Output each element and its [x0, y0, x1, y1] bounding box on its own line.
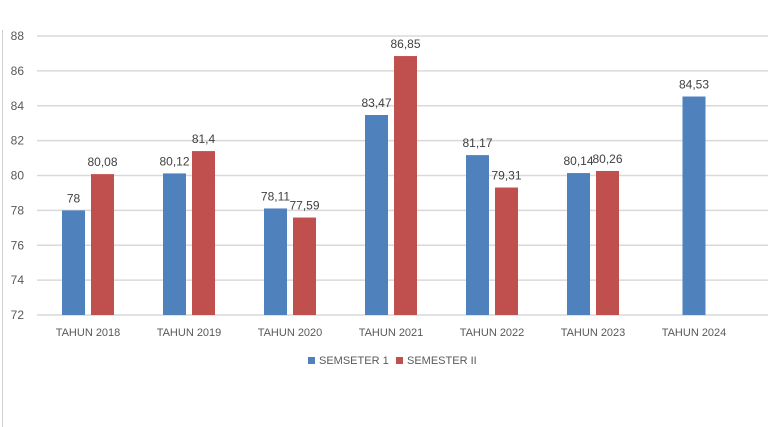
- bar-semester-2: [394, 56, 417, 315]
- legend-swatch: [308, 357, 315, 364]
- chart-frame-border: [2, 30, 3, 427]
- bar-semester-1: [682, 96, 706, 316]
- x-tick-label: TAHUN 2023: [561, 327, 626, 339]
- data-label: 77,59: [289, 199, 319, 213]
- y-tick-label: 74: [11, 273, 25, 287]
- bar-semester-1: [365, 114, 388, 315]
- y-tick-label: 78: [11, 203, 25, 217]
- y-tick-label: 86: [11, 64, 25, 78]
- y-tick-label: 80: [11, 169, 25, 183]
- bar-semester-1: [264, 208, 287, 315]
- data-label: 79,31: [491, 169, 521, 183]
- data-label: 80,12: [159, 154, 189, 168]
- bar-semester-2: [91, 174, 114, 315]
- data-label: 80,26: [592, 152, 622, 166]
- x-tick-label: TAHUN 2022: [460, 327, 525, 339]
- y-tick-label: 82: [11, 134, 25, 148]
- y-tick-label: 84: [11, 99, 25, 113]
- bar-semester-2: [192, 151, 215, 315]
- y-tick-label: 76: [11, 238, 25, 252]
- bar-semester-1: [567, 173, 590, 315]
- y-tick-label: 72: [11, 308, 25, 322]
- legend-swatch: [396, 357, 403, 364]
- bar-semester-2: [495, 187, 518, 315]
- legend-label: SEMSETER 1: [319, 355, 389, 367]
- bar-semester-1: [466, 155, 489, 315]
- data-label: 78: [67, 191, 81, 205]
- data-label: 84,53: [679, 78, 709, 92]
- x-tick-label: TAHUN 2021: [359, 327, 424, 339]
- bar-semester-2: [596, 170, 619, 315]
- x-tick-label: TAHUN 2024: [662, 327, 727, 339]
- bar-semester-2: [293, 217, 316, 315]
- data-label: 81,17: [462, 136, 492, 150]
- data-label: 80,08: [87, 155, 117, 169]
- data-label: 86,85: [390, 37, 420, 51]
- data-label: 83,47: [361, 96, 391, 110]
- data-label: 81,4: [192, 132, 216, 146]
- x-tick-label: TAHUN 2018: [56, 327, 121, 339]
- legend-label: SEMESTER II: [407, 355, 477, 367]
- data-label: 80,14: [563, 154, 593, 168]
- bar-semester-1: [163, 173, 186, 315]
- x-tick-label: TAHUN 2019: [157, 327, 222, 339]
- data-label: 78,11: [261, 189, 290, 203]
- bar-semester-1: [62, 210, 85, 315]
- y-tick-label: 88: [11, 29, 25, 43]
- x-tick-label: TAHUN 2020: [258, 327, 323, 339]
